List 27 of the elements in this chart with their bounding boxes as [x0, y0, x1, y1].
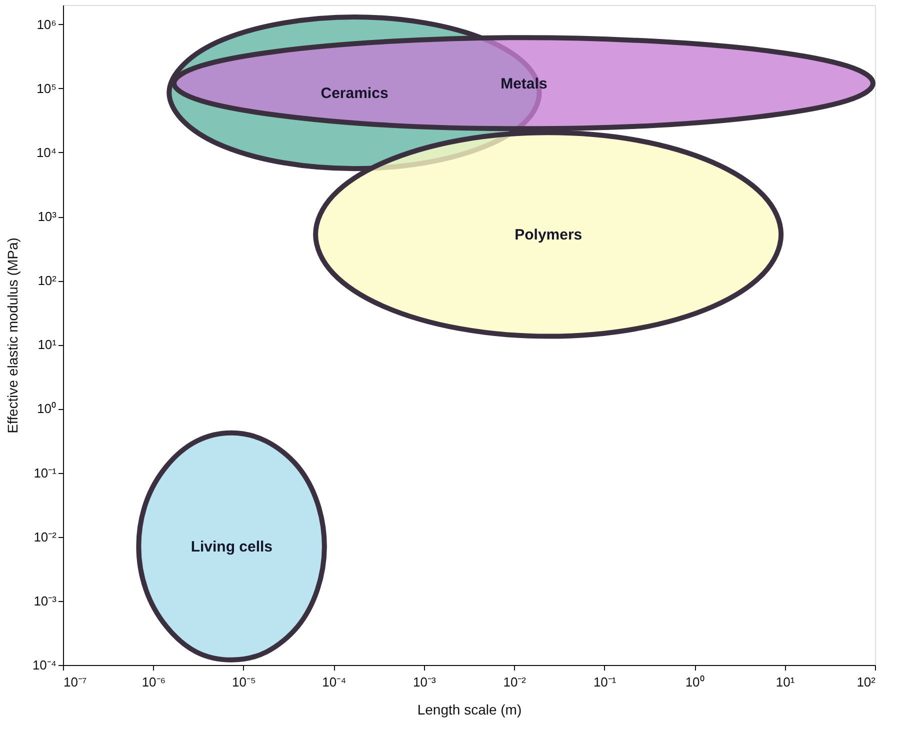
x-axis-title: Length scale (m)	[417, 702, 522, 718]
y-tick-label: 10¹	[38, 337, 58, 352]
y-tick-label: 10⁻⁴	[32, 658, 56, 672]
x-tick-label: 10⁻⁶	[142, 674, 166, 690]
y-tick-label: 10⁶	[36, 16, 56, 32]
series-label: Metals	[500, 75, 548, 92]
x-tick-label: 10⁻³	[412, 674, 436, 690]
y-tick-label: 10³	[38, 209, 58, 224]
series-label: Polymers	[514, 226, 582, 244]
series-label: Living cells	[190, 538, 273, 556]
y-tick-label: 10²	[38, 273, 58, 288]
x-tick-label: 10⁻⁵	[232, 674, 256, 690]
y-tick-label: 10⁻²	[34, 529, 58, 544]
x-tick-label: 10²	[856, 674, 876, 690]
x-tick-label: 10¹	[776, 674, 796, 690]
series-label: Ceramics	[320, 84, 388, 102]
y-tick-label: 10⁻¹	[34, 465, 58, 480]
y-tick-label: 10⁴	[36, 144, 56, 160]
x-tick-label: 10⁻⁷	[64, 674, 87, 690]
y-tick-label: 10⁻³	[34, 593, 58, 608]
x-tick-label: 10⁻⁴	[322, 674, 346, 690]
x-tick-label: 10⁻²	[503, 674, 527, 690]
x-tick-label: 10⁰	[685, 674, 705, 690]
x-tick-label: 10⁻¹	[593, 674, 617, 690]
y-tick-label: 10⁰	[37, 401, 56, 416]
y-axis-title: Effective elastic modulus (MPa)	[4, 238, 20, 434]
y-tick-label: 10⁵	[36, 80, 56, 96]
